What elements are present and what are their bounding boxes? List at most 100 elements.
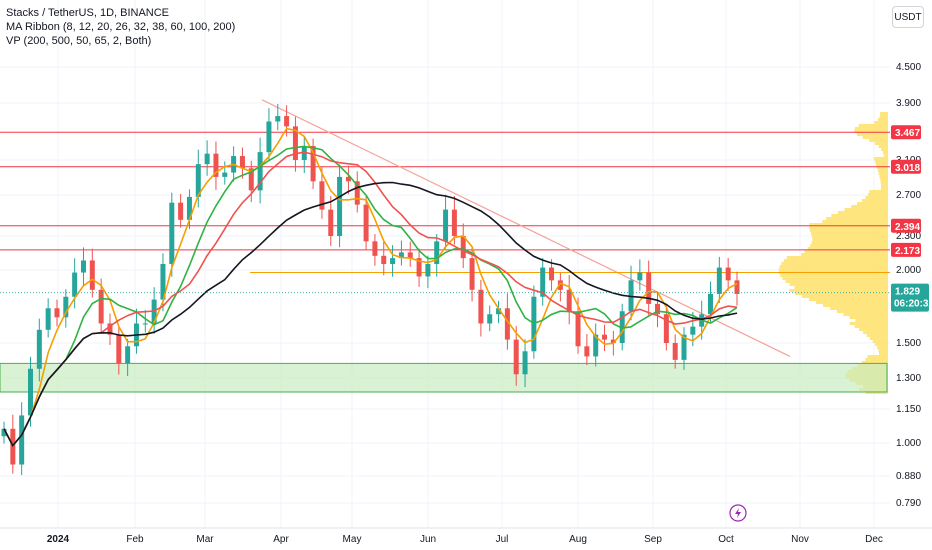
moving-averages <box>3 127 738 448</box>
candle-body <box>619 311 625 343</box>
candle-body <box>89 260 95 290</box>
ma-ribbon-label[interactable]: MA Ribbon (8, 12, 20, 26, 32, 38, 60, 10… <box>6 21 236 33</box>
time-axis: 2024 Feb Mar Apr May Jun Jul Aug Sep Oct Nov Dec <box>0 527 932 545</box>
moving-average-line[interactable] <box>3 145 738 448</box>
volume-profile-bar <box>865 196 888 199</box>
volume-profile-bar <box>869 139 888 142</box>
price-tick-label: 1.300 <box>896 373 921 384</box>
level-price-tag <box>891 242 921 257</box>
time-tick-label: Feb <box>126 534 144 545</box>
currency-button[interactable]: USDT <box>892 6 924 28</box>
candle-body <box>195 164 201 197</box>
volume-profile-bar <box>855 319 888 322</box>
volume-profile-bar <box>795 292 888 295</box>
candle-body <box>72 272 78 297</box>
volume-profile-bar <box>807 247 888 250</box>
volume-profile-bar <box>878 172 888 175</box>
candle-body <box>337 176 343 236</box>
volume-profile-bar <box>815 301 888 304</box>
level-price-tag <box>891 125 921 140</box>
price-tick-label: 2.700 <box>896 190 921 201</box>
candle-body <box>584 346 590 357</box>
candle-body <box>160 263 166 300</box>
volume-profile-bar <box>811 241 888 244</box>
volume-profile-bar <box>822 220 888 223</box>
candle-body <box>725 267 731 281</box>
candle-body <box>513 339 519 375</box>
candle-body <box>372 241 378 256</box>
candle-body <box>469 258 475 290</box>
candle-body <box>593 334 599 357</box>
volume-profile-bar <box>883 154 888 157</box>
moving-average-line[interactable] <box>3 127 738 448</box>
countdown-label: 06:20:32 <box>894 299 932 310</box>
volume-profile-bar <box>810 232 888 235</box>
candle-body <box>672 343 678 360</box>
volume-profile-label[interactable]: VP (200, 500, 50, 65, 2, Both) <box>6 35 152 47</box>
volume-profile-bar <box>812 238 888 241</box>
volume-profile-bar <box>851 205 888 208</box>
candle-body <box>213 153 219 177</box>
candle-body <box>549 267 555 281</box>
volume-profile-bar <box>879 115 888 118</box>
volume-profile-bar <box>882 151 888 154</box>
volume-profile-bar <box>843 313 888 316</box>
time-tick-label: May <box>343 534 362 545</box>
candle-body <box>575 311 581 347</box>
candle-body <box>354 181 360 205</box>
price-axis-background <box>890 0 932 550</box>
candle-body <box>310 145 316 182</box>
price-tick-label: 2.000 <box>896 265 921 276</box>
candle-body <box>398 252 404 259</box>
candle-body <box>602 334 608 340</box>
volume-profile-bar <box>801 253 888 256</box>
volume-profile-bar <box>863 331 888 334</box>
price-tick-label: 4.500 <box>896 62 921 73</box>
volume-profile-bar <box>789 283 888 286</box>
volume-profile-bar <box>881 184 888 187</box>
volume-profile-bar <box>869 337 888 340</box>
volume-profile-bar <box>874 142 888 145</box>
price-tick-label: 1.150 <box>896 404 921 415</box>
price-tick-label: 1.500 <box>896 338 921 349</box>
volume-profile-bar <box>853 130 888 133</box>
volume-profile-bar <box>786 256 888 259</box>
moving-average-line[interactable] <box>3 151 738 448</box>
symbol-title[interactable]: Stacks / TetherUS, 1D, BINANCE <box>6 7 170 19</box>
candle-body <box>36 329 42 369</box>
volume-profile-bar <box>804 250 888 253</box>
volume-profile-bar <box>849 316 888 319</box>
candle-body <box>239 156 245 169</box>
candle-body <box>487 314 493 324</box>
volume-profile-bar <box>778 268 888 271</box>
volume-profile-bar <box>854 325 888 328</box>
candle-body <box>478 289 484 324</box>
candle-body <box>451 209 457 236</box>
volume-profile-bar <box>836 310 888 313</box>
volume-profile-bar <box>859 328 888 331</box>
volume-profile <box>778 112 888 394</box>
support-zone <box>0 362 888 393</box>
volume-profile-bar <box>809 226 888 229</box>
volume-profile-bar <box>789 289 888 292</box>
volume-profile-bar <box>862 361 888 364</box>
candle-body <box>681 334 687 360</box>
volume-profile-bar <box>866 334 888 337</box>
candle-body <box>169 202 175 264</box>
level-price-tag-label: 2.173 <box>895 246 920 257</box>
volume-profile-bar <box>875 343 888 346</box>
price-tick-label: 0.880 <box>896 471 921 482</box>
volume-profile-bar <box>874 160 888 163</box>
earnings-icon[interactable] <box>729 504 747 522</box>
volume-profile-bar <box>809 229 888 232</box>
volume-profile-bar <box>794 286 888 289</box>
volume-profile-bar <box>781 262 888 265</box>
moving-average-line[interactable] <box>3 181 738 448</box>
volume-profile-bar <box>875 163 888 166</box>
chart-legend: Stacks / TetherUS, 1D, BINANCE MA Ribbon… <box>6 6 235 48</box>
volume-profile-bar <box>880 181 888 184</box>
candle-body <box>460 236 466 259</box>
candle-body <box>292 126 298 160</box>
time-tick-label: Apr <box>273 534 289 545</box>
